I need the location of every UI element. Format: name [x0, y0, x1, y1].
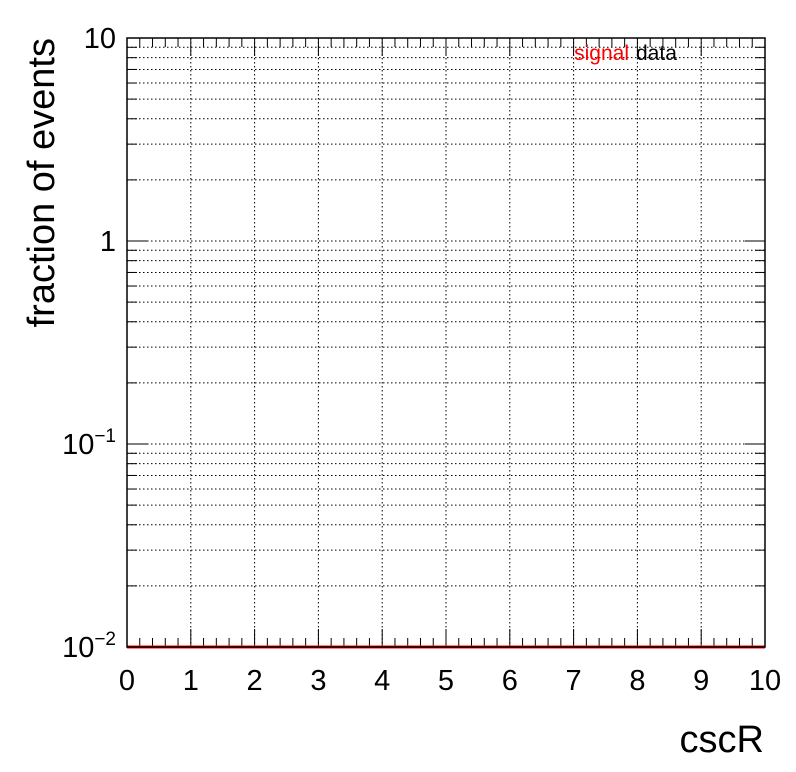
x-tick-labels: 0 1 2 3 4 5 6 7 8 9 10 — [119, 665, 781, 697]
y-tick-label: 10−2 — [62, 629, 116, 664]
x-tick-label: 0 — [119, 665, 135, 697]
x-tick-label: 9 — [693, 665, 709, 697]
plot-frame — [126, 37, 766, 648]
legend: signal data — [574, 42, 677, 65]
y-tick-label: 10 — [84, 23, 116, 55]
x-tick-label: 3 — [310, 665, 326, 697]
x-tick-label: 8 — [629, 665, 645, 697]
x-tick-label: 10 — [749, 665, 781, 697]
y-tick-label: 1 — [100, 226, 116, 258]
x-tick-label: 7 — [566, 665, 582, 697]
x-tick-label: 6 — [502, 665, 518, 697]
x-tick-label: 2 — [247, 665, 263, 697]
x-tick-label: 5 — [438, 665, 454, 697]
y-tick-label: 10−1 — [62, 426, 116, 461]
x-tick-label: 4 — [374, 665, 390, 697]
legend-entry-signal: signal — [574, 42, 629, 65]
x-tick-label: 1 — [183, 665, 199, 697]
grid-lines — [127, 38, 765, 647]
legend-entry-data: data — [636, 42, 677, 65]
y-axis-label: fraction of events — [21, 38, 63, 327]
y-tick-labels: 10 1 10−1 10−2 — [62, 23, 116, 664]
x-axis-label: cscR — [680, 719, 764, 761]
